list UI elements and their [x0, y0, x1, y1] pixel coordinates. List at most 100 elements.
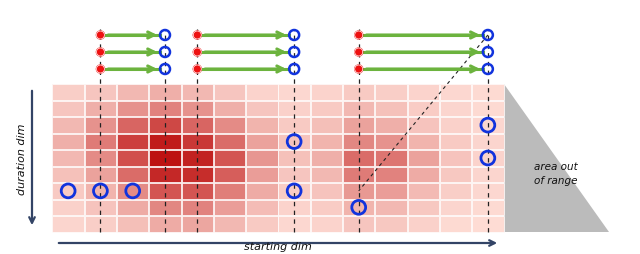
Bar [343, 85, 374, 101]
Bar [84, 151, 116, 166]
Bar [472, 183, 504, 199]
Bar [117, 85, 148, 101]
Bar [246, 183, 278, 199]
Bar [182, 151, 213, 166]
Bar [278, 85, 310, 101]
Bar [182, 183, 213, 199]
Bar [375, 183, 407, 199]
Bar [278, 200, 310, 215]
Bar [149, 134, 180, 150]
Bar [440, 134, 471, 150]
Bar [182, 101, 213, 117]
Bar [52, 151, 84, 166]
Bar [278, 151, 310, 166]
Circle shape [355, 49, 363, 57]
Bar [182, 134, 213, 150]
Bar [343, 101, 374, 117]
Bar [52, 85, 84, 101]
Circle shape [193, 49, 202, 57]
Bar [117, 183, 148, 199]
Bar [117, 151, 148, 166]
Bar [149, 167, 180, 183]
Bar [84, 216, 116, 232]
Bar [149, 101, 180, 117]
Bar [310, 134, 342, 150]
Bar [214, 118, 245, 133]
Bar [310, 216, 342, 232]
Bar [472, 118, 504, 133]
Bar [117, 167, 148, 183]
Bar [52, 216, 84, 232]
Circle shape [97, 32, 104, 40]
Text: starting dim: starting dim [244, 241, 312, 251]
Bar [343, 216, 374, 232]
Bar [149, 200, 180, 215]
Bar [278, 118, 310, 133]
Bar [149, 216, 180, 232]
Bar [246, 216, 278, 232]
Bar [214, 101, 245, 117]
Bar [52, 167, 84, 183]
Bar [440, 216, 471, 232]
Bar [440, 167, 471, 183]
Bar [182, 216, 213, 232]
Bar [52, 134, 84, 150]
Bar [310, 183, 342, 199]
Bar [214, 216, 245, 232]
Bar [408, 167, 439, 183]
Bar [310, 118, 342, 133]
Bar [149, 118, 180, 133]
Bar [472, 167, 504, 183]
Bar [440, 101, 471, 117]
Bar [343, 151, 374, 166]
Bar [472, 134, 504, 150]
Bar [440, 85, 471, 101]
Bar [214, 167, 245, 183]
Bar [343, 200, 374, 215]
Bar [375, 85, 407, 101]
Bar [375, 118, 407, 133]
Bar [408, 183, 439, 199]
Polygon shape [504, 85, 609, 232]
Bar [214, 151, 245, 166]
Circle shape [97, 66, 104, 74]
Bar [310, 85, 342, 101]
Bar [408, 118, 439, 133]
Bar [182, 118, 213, 133]
Bar [440, 151, 471, 166]
Bar [84, 118, 116, 133]
Bar [278, 216, 310, 232]
Bar [214, 200, 245, 215]
Bar [246, 118, 278, 133]
Bar [343, 167, 374, 183]
Bar [52, 85, 504, 232]
Bar [278, 183, 310, 199]
Bar [408, 216, 439, 232]
Bar [246, 151, 278, 166]
Bar [343, 183, 374, 199]
Bar [246, 134, 278, 150]
Bar [440, 200, 471, 215]
Circle shape [355, 32, 363, 40]
Bar [375, 101, 407, 117]
Bar [84, 85, 116, 101]
Bar [310, 101, 342, 117]
Bar [472, 200, 504, 215]
Bar [440, 118, 471, 133]
Bar [440, 183, 471, 199]
Text: duration dim: duration dim [17, 123, 27, 194]
Bar [84, 200, 116, 215]
Circle shape [193, 66, 202, 74]
Bar [182, 85, 213, 101]
Bar [52, 183, 84, 199]
Bar [84, 167, 116, 183]
Bar [472, 216, 504, 232]
Bar [310, 151, 342, 166]
Bar [214, 183, 245, 199]
Bar [84, 183, 116, 199]
Bar [408, 151, 439, 166]
Bar [310, 200, 342, 215]
Bar [117, 101, 148, 117]
Bar [278, 167, 310, 183]
Bar [472, 85, 504, 101]
